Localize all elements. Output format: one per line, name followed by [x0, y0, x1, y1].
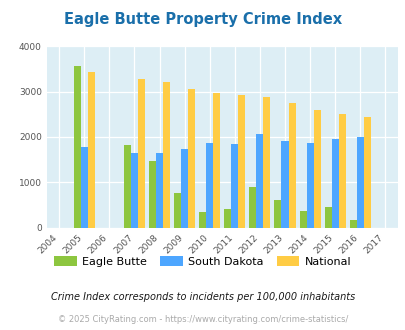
- Bar: [263, 97, 270, 228]
- Bar: [324, 207, 331, 228]
- Bar: [188, 89, 195, 228]
- Bar: [313, 110, 320, 228]
- Bar: [149, 161, 156, 228]
- Bar: [349, 220, 356, 228]
- Bar: [281, 141, 288, 228]
- Bar: [356, 137, 363, 228]
- Bar: [224, 209, 231, 228]
- Bar: [199, 212, 206, 228]
- Text: Crime Index corresponds to incidents per 100,000 inhabitants: Crime Index corresponds to incidents per…: [51, 292, 354, 302]
- Bar: [256, 134, 263, 228]
- Bar: [81, 147, 87, 228]
- Bar: [299, 211, 306, 228]
- Bar: [87, 72, 95, 228]
- Text: Eagle Butte Property Crime Index: Eagle Butte Property Crime Index: [64, 12, 341, 26]
- Bar: [274, 200, 281, 228]
- Bar: [213, 93, 220, 228]
- Legend: Eagle Butte, South Dakota, National: Eagle Butte, South Dakota, National: [50, 251, 355, 271]
- Bar: [181, 149, 188, 228]
- Bar: [288, 103, 295, 228]
- Bar: [338, 114, 345, 228]
- Bar: [249, 187, 256, 228]
- Bar: [131, 153, 138, 228]
- Bar: [331, 139, 338, 228]
- Bar: [174, 193, 181, 228]
- Bar: [163, 82, 170, 228]
- Bar: [306, 143, 313, 228]
- Bar: [124, 145, 131, 228]
- Bar: [206, 143, 213, 228]
- Bar: [138, 79, 145, 228]
- Bar: [156, 153, 163, 228]
- Text: © 2025 CityRating.com - https://www.cityrating.com/crime-statistics/: © 2025 CityRating.com - https://www.city…: [58, 315, 347, 324]
- Bar: [238, 95, 245, 228]
- Bar: [74, 66, 81, 228]
- Bar: [363, 116, 370, 228]
- Bar: [231, 144, 238, 228]
